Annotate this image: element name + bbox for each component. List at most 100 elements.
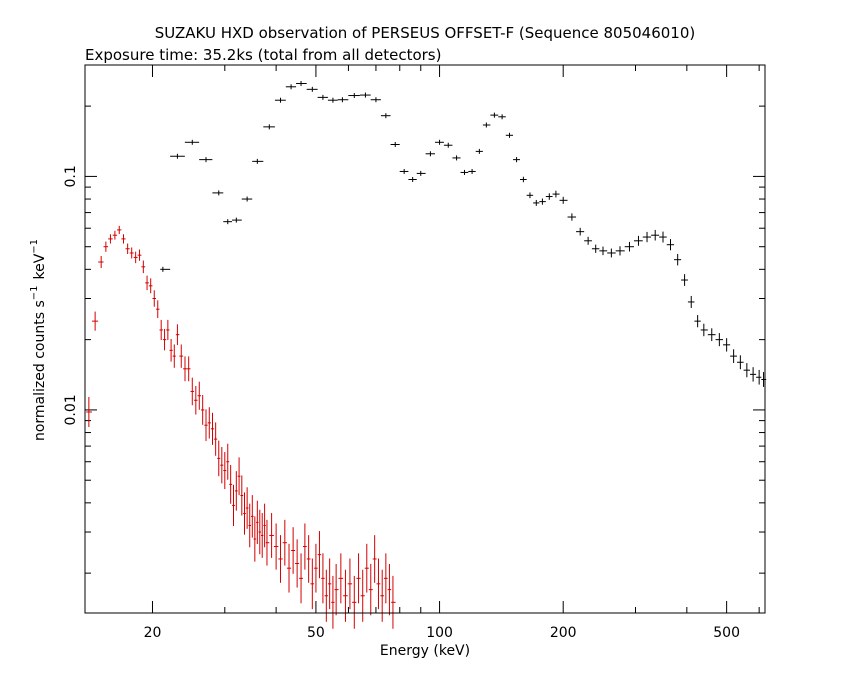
data-point <box>251 495 254 538</box>
data-point <box>265 519 270 566</box>
data-point <box>331 575 335 629</box>
data-point <box>179 344 184 368</box>
y-axis-label: normalized counts s−1keV−1 <box>29 239 48 441</box>
x-axis-label: Energy (keV) <box>380 643 470 659</box>
data-point <box>117 225 122 235</box>
y-tick-label: 0.01 <box>63 394 79 425</box>
data-point <box>687 295 695 308</box>
data-point <box>360 569 365 622</box>
data-point <box>274 97 286 103</box>
x-tick-label: 20 <box>144 625 162 641</box>
data-point <box>234 471 238 511</box>
data-point <box>278 535 283 583</box>
data-point <box>399 168 409 174</box>
data-point <box>314 543 318 593</box>
data-point <box>607 248 616 258</box>
data-point <box>505 132 514 138</box>
data-point <box>256 500 259 544</box>
data-point <box>364 543 369 593</box>
data-point <box>490 112 499 118</box>
data-point <box>651 229 660 241</box>
data-point <box>223 219 233 225</box>
data-point <box>327 97 338 103</box>
data-point <box>513 157 520 163</box>
data-point <box>552 190 560 198</box>
data-point <box>210 412 215 445</box>
data-point <box>384 553 388 604</box>
data-point <box>170 153 185 159</box>
data-point <box>599 246 608 256</box>
data-point <box>220 446 224 484</box>
data-point <box>387 563 392 616</box>
data-point <box>240 475 244 516</box>
data-point <box>700 323 708 337</box>
data-point <box>243 492 246 535</box>
data-point <box>343 569 348 622</box>
series-2 <box>160 80 767 387</box>
data-point <box>172 344 176 368</box>
data-point <box>296 80 307 86</box>
data-point <box>169 338 173 362</box>
plot-frame <box>84 64 766 614</box>
x-tick-label: 100 <box>426 625 453 641</box>
data-point <box>715 333 723 347</box>
data-point <box>295 539 300 588</box>
data-point <box>317 94 328 100</box>
data-point <box>226 443 230 480</box>
data-point <box>299 553 303 604</box>
data-point <box>125 243 130 254</box>
series-1 <box>86 225 396 629</box>
data-point <box>261 513 264 558</box>
data-point <box>408 177 417 183</box>
data-point <box>380 569 385 622</box>
data-point <box>327 558 332 610</box>
x-tick-label: 500 <box>713 625 740 641</box>
data-point <box>390 141 400 147</box>
data-point <box>370 97 381 103</box>
data-point <box>212 190 224 196</box>
data-point <box>232 217 242 223</box>
data-point <box>148 278 153 294</box>
data-point <box>223 452 227 490</box>
y-axis-label-exp2: −1 <box>29 239 40 254</box>
data-point <box>317 531 322 579</box>
data-point <box>186 356 191 382</box>
data-point <box>263 124 275 130</box>
data-point <box>214 422 218 456</box>
data-point <box>584 236 592 245</box>
data-point <box>237 457 241 496</box>
data-point <box>337 97 349 103</box>
data-point <box>159 319 163 341</box>
data-point <box>141 260 146 274</box>
data-point <box>376 558 381 610</box>
data-point <box>194 385 198 415</box>
data-point <box>498 114 506 120</box>
data-point <box>666 239 675 251</box>
data-point <box>391 575 396 629</box>
data-point <box>156 300 160 319</box>
y-axis-label-exp1: −1 <box>29 286 40 301</box>
data-point <box>468 168 476 174</box>
data-point <box>519 176 527 183</box>
data-point <box>615 246 625 256</box>
data-point <box>232 484 235 527</box>
data-point <box>282 519 287 566</box>
x-tick-label: 50 <box>307 625 325 641</box>
data-point <box>91 311 99 331</box>
data-point <box>539 198 546 205</box>
data-point <box>285 84 297 90</box>
data-point <box>152 290 157 307</box>
data-point <box>204 409 208 442</box>
data-point <box>416 170 426 176</box>
data-point <box>347 558 353 610</box>
data-point <box>372 535 377 583</box>
data-point <box>258 509 262 555</box>
data-point <box>207 407 211 439</box>
data-point <box>533 199 540 206</box>
data-point <box>707 328 716 342</box>
data-point <box>380 113 391 119</box>
y-tick-label: 0.1 <box>63 165 79 187</box>
data-point <box>460 169 469 175</box>
data-point <box>190 377 195 406</box>
